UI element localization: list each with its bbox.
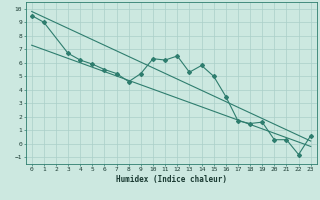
X-axis label: Humidex (Indice chaleur): Humidex (Indice chaleur) [116, 175, 227, 184]
